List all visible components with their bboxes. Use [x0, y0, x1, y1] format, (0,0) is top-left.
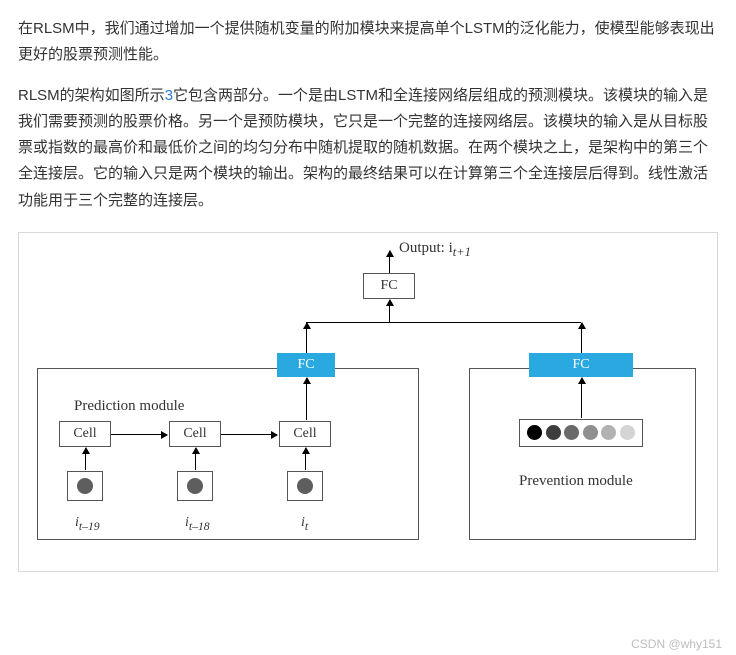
- i-label-1: it–19: [75, 511, 100, 537]
- fc-left: FC: [277, 353, 335, 377]
- arrow-right-branch: [581, 323, 582, 353]
- output-label-sub: t+1: [453, 245, 471, 259]
- dot-icon: [297, 478, 313, 494]
- dot-icon: [77, 478, 93, 494]
- random-input-dots: [519, 419, 643, 447]
- cell-1: Cell: [59, 421, 111, 447]
- fc-top: FC: [363, 273, 415, 299]
- output-label-text: Output: i: [399, 240, 453, 256]
- cell-3: Cell: [279, 421, 331, 447]
- cell-input-3: [287, 471, 323, 501]
- arrow-in-2: [195, 448, 196, 470]
- figure-ref-link[interactable]: 3: [165, 87, 173, 104]
- i-label-3: it: [301, 511, 308, 537]
- dot-2: [564, 425, 579, 440]
- cell-2: Cell: [169, 421, 221, 447]
- dot-0: [527, 425, 542, 440]
- watermark: CSDN @why151: [631, 634, 722, 655]
- dot-1: [546, 425, 561, 440]
- architecture-figure: Output: it+1 FC Prediction module FC Cel…: [18, 232, 718, 572]
- cell-input-1: [67, 471, 103, 501]
- cell-input-2: [177, 471, 213, 501]
- output-label: Output: it+1: [399, 235, 471, 264]
- arrow-into-fc-top: [389, 300, 390, 322]
- i2sub: t–18: [189, 520, 210, 533]
- dot-5: [620, 425, 635, 440]
- arrow-in-3: [305, 448, 306, 470]
- p2-part-a: RLSM的架构如图所示: [18, 87, 165, 104]
- dot-4: [601, 425, 616, 440]
- fc-right: FC: [529, 353, 633, 377]
- p2-part-b: 它包含两部分。一个是由LSTM和全连接网络层组成的预测模块。该模块的输入是我们需…: [18, 87, 708, 209]
- prevention-module-label: Prevention module: [519, 468, 633, 494]
- arrow-in-1: [85, 448, 86, 470]
- i-label-2: it–18: [185, 511, 210, 537]
- paragraph-2: RLSM的架构如图所示3它包含两部分。一个是由LSTM和全连接网络层组成的预测模…: [18, 83, 718, 214]
- prevention-module: [469, 368, 696, 540]
- dot-icon: [187, 478, 203, 494]
- prediction-module-label: Prediction module: [74, 393, 184, 419]
- arrow-fc-left: [306, 378, 307, 420]
- arrow-cell-1-2: [111, 434, 167, 435]
- arrow-cell-2-3: [221, 434, 277, 435]
- merge-line: [306, 322, 581, 323]
- dot-3: [583, 425, 598, 440]
- arrow-output: [389, 251, 390, 273]
- arrow-fc-right: [581, 378, 582, 418]
- i3sub: t: [305, 520, 308, 533]
- paragraph-1: 在RLSM中，我们通过增加一个提供随机变量的附加模块来提高单个LSTM的泛化能力…: [18, 16, 718, 69]
- i1sub: t–19: [79, 520, 100, 533]
- arrow-left-branch: [306, 323, 307, 353]
